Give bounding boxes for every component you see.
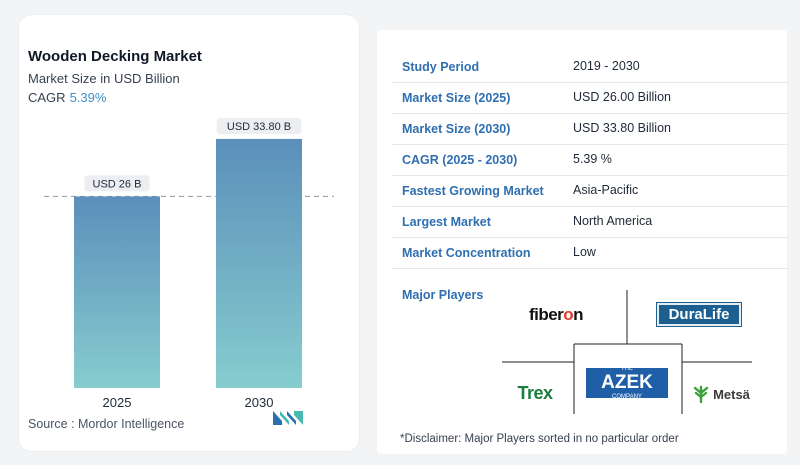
metsa-text: Metsä (713, 386, 750, 402)
info-row: Fastest Growing Market Asia-Pacific (392, 176, 788, 207)
cagr-summary: CAGR 5.39% (28, 90, 106, 105)
info-card (377, 30, 787, 454)
info-row-label: Largest Market (402, 215, 491, 229)
azek-the: THE (621, 366, 633, 372)
info-row-value: Asia-Pacific (573, 183, 639, 197)
trex-logo: Trex (517, 382, 553, 403)
metsa-tree-icon (693, 385, 709, 403)
mordor-logo-icon (273, 411, 303, 425)
metsa-logo: Metsä (690, 382, 752, 406)
data-label: USD 26 B (93, 178, 142, 190)
info-row: CAGR (2025 - 2030) 5.39 % (392, 145, 788, 176)
cagr-label: CAGR (28, 90, 66, 105)
category-label: 2025 (103, 395, 132, 410)
info-row: Market Concentration Low (392, 238, 788, 269)
fiberon-logo: fiber o n (520, 303, 592, 327)
info-row: Largest Market North America (392, 207, 788, 238)
info-row-label: Market Size (2030) (402, 122, 511, 136)
azek-text: AZEK (601, 372, 653, 393)
duralife-logo: DuraLife (656, 302, 742, 327)
info-row-value: USD 26.00 Billion (573, 90, 671, 104)
info-row: Market Size (2030) USD 33.80 Billion (392, 114, 788, 145)
info-row-value: North America (573, 214, 653, 228)
info-row-label: Market Size (2025) (402, 91, 511, 105)
info-row-value: Low (573, 245, 596, 259)
azek-company: COMPANY (612, 394, 642, 400)
cagr-value: 5.39% (69, 90, 107, 105)
info-row-label: CAGR (2025 - 2030) (402, 153, 518, 167)
bar-chart: USD 26 B 2025 USD 33.80 B 2030 (44, 117, 334, 410)
info-row-label: Fastest Growing Market (402, 184, 544, 198)
bar-2025 (74, 196, 160, 388)
major-players-label: Major Players (402, 288, 484, 302)
azek-logo: THE AZEK COMPANY (586, 366, 668, 400)
source-note: Source : Mordor Intelligence (28, 417, 185, 431)
info-row: Market Size (2025) USD 26.00 Billion (392, 83, 788, 114)
category-label: 2030 (245, 395, 274, 410)
chart-subtitle: Market Size in USD Billion (28, 71, 180, 86)
fiberon-o: o (563, 305, 574, 324)
chart-title: Wooden Decking Market (28, 48, 202, 65)
info-row-label: Market Concentration (402, 246, 531, 260)
disclaimer-note: *Disclaimer: Major Players sorted in no … (400, 433, 679, 445)
data-label-bg (84, 175, 150, 192)
data-label-bg (216, 117, 302, 134)
fiberon-text: fiber (528, 305, 564, 324)
info-row-label: Study Period (402, 60, 480, 74)
info-row-value: 2019 - 2030 (573, 59, 640, 73)
info-row-value: 5.39 % (573, 152, 612, 166)
bar-2030 (216, 138, 302, 388)
fiberon-n: n (573, 305, 584, 324)
info-row: Study Period 2019 - 2030 (392, 52, 788, 83)
data-label: USD 33.80 B (227, 121, 291, 133)
info-row-value: USD 33.80 Billion (573, 121, 671, 135)
